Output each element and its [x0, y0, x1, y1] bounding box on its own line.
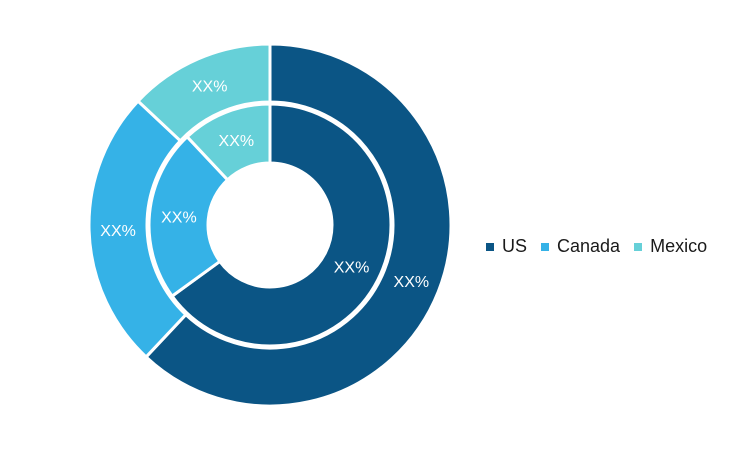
outer-label-canada: XX% — [100, 223, 136, 240]
inner-slice-mexico — [185, 102, 272, 182]
outer-slice-mexico — [135, 42, 272, 143]
inner-label-canada: XX% — [161, 209, 197, 226]
legend-swatch-mexico — [634, 242, 643, 251]
inner-label-us: XX% — [334, 260, 370, 277]
legend-item-canada: Canada — [541, 236, 620, 257]
slice-labels: XX% XX% XX% XX% XX% XX% — [100, 79, 429, 291]
outer-label-mexico: XX% — [192, 79, 228, 96]
legend-label-us: US — [502, 236, 528, 256]
legend: US Canada Mexico — [486, 236, 707, 257]
inner-label-mexico: XX% — [219, 133, 255, 150]
legend-label-canada: Canada — [557, 236, 621, 256]
inner-slice-us — [170, 102, 393, 348]
legend-item-us: US — [486, 236, 527, 257]
inner-slice-canada — [147, 134, 230, 299]
outer-ring — [87, 42, 453, 408]
outer-label-us: XX% — [394, 274, 430, 291]
legend-swatch-us — [486, 242, 494, 251]
outer-slice-us — [143, 42, 453, 408]
outer-slice-canada — [87, 98, 188, 360]
legend-label-mexico: Mexico — [650, 236, 708, 256]
legend-swatch-canada — [541, 242, 550, 251]
inner-ring — [147, 102, 393, 348]
legend-item-mexico: Mexico — [634, 236, 707, 257]
